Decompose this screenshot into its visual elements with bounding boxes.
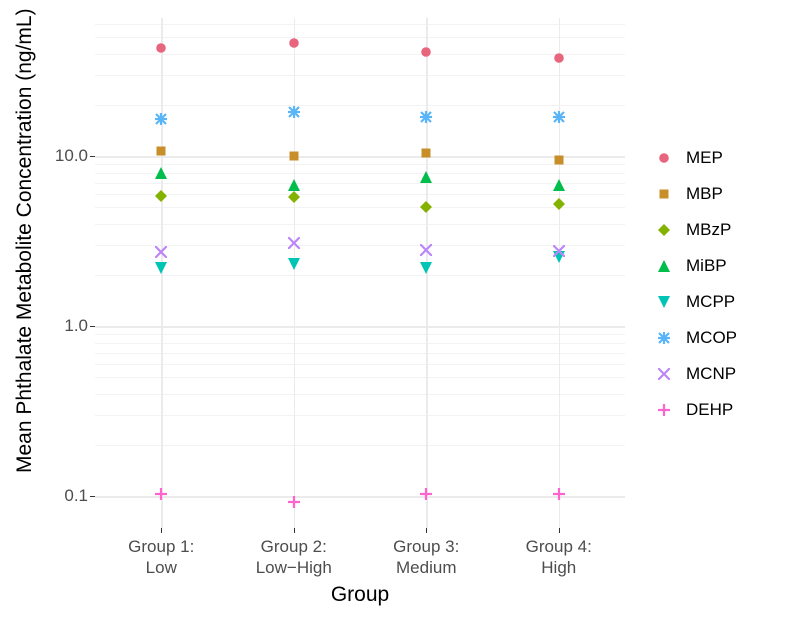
legend-item-mbzp: MBzP <box>650 212 737 248</box>
data-point-mibp <box>553 178 565 196</box>
grid-major-line <box>95 156 625 158</box>
data-point-dehp <box>420 487 432 505</box>
chart-container: Mean Phthalate Metabolite Concentration … <box>0 0 792 634</box>
x-tick-mark <box>294 528 295 533</box>
y-tick-label: 10.0 <box>43 146 88 166</box>
triangle-up-icon <box>650 252 678 280</box>
data-point-mbp <box>288 149 300 167</box>
data-point-mibp <box>155 166 167 184</box>
data-point-mbp <box>553 153 565 171</box>
data-point-mep <box>155 41 167 59</box>
data-point-mbp <box>155 144 167 162</box>
legend-item-mep: MEP <box>650 140 737 176</box>
legend-item-mcpp: MCPP <box>650 284 737 320</box>
data-point-mcnp <box>155 245 167 263</box>
legend-item-mcnp: MCNP <box>650 356 737 392</box>
x-icon <box>650 360 678 388</box>
data-point-mep <box>288 36 300 54</box>
x-tick-mark <box>559 528 560 533</box>
data-point-mbzp <box>155 189 167 207</box>
legend-label: MBP <box>686 184 723 204</box>
triangle-down-icon <box>650 288 678 316</box>
grid-major-line <box>95 496 625 498</box>
data-point-dehp <box>288 495 300 513</box>
legend-item-mibp: MiBP <box>650 248 737 284</box>
legend-label: MCPP <box>686 292 735 312</box>
x-tick-label: Group 4:High <box>494 536 624 579</box>
data-point-mcop <box>288 105 300 123</box>
y-tick-label: 1.0 <box>43 316 88 336</box>
legend-item-dehp: DEHP <box>650 392 737 428</box>
grid-minor-line <box>95 194 625 195</box>
data-point-mcpp <box>288 257 300 275</box>
data-point-mcop <box>553 110 565 128</box>
x-tick-label: Group 3:Medium <box>361 536 491 579</box>
grid-minor-line <box>95 415 625 416</box>
grid-major-line <box>95 326 625 328</box>
plus-icon <box>650 396 678 424</box>
y-tick-mark <box>90 496 95 497</box>
asterisk-icon <box>650 324 678 352</box>
legend-item-mcop: MCOP <box>650 320 737 356</box>
data-point-mep <box>420 45 432 63</box>
grid-minor-line <box>95 245 625 246</box>
y-tick-mark <box>90 326 95 327</box>
grid-minor-line <box>95 183 625 184</box>
grid-minor-line <box>95 334 625 335</box>
x-tick-mark <box>161 528 162 533</box>
grid-minor-line <box>95 364 625 365</box>
y-tick-label: 0.1 <box>43 486 88 506</box>
legend-label: MiBP <box>686 256 727 276</box>
grid-vertical-line <box>559 18 561 528</box>
x-tick-label: Group 1:Low <box>96 536 226 579</box>
data-point-dehp <box>155 487 167 505</box>
legend-label: DEHP <box>686 400 733 420</box>
data-point-mbzp <box>553 197 565 215</box>
grid-minor-line <box>95 54 625 55</box>
diamond-icon <box>650 216 678 244</box>
data-point-mbp <box>420 146 432 164</box>
grid-minor-line <box>95 37 625 38</box>
y-axis-title: Mean Phthalate Metabolite Concentration … <box>13 73 37 473</box>
grid-minor-line <box>95 353 625 354</box>
plot-area <box>95 18 625 528</box>
grid-minor-line <box>95 105 625 106</box>
square-icon <box>650 180 678 208</box>
grid-minor-line <box>95 377 625 378</box>
legend: MEP MBP MBzP MiBP MCPP MCOP MCNP DEHP <box>650 140 737 428</box>
data-point-mcpp <box>155 261 167 279</box>
grid-minor-line <box>95 224 625 225</box>
grid-minor-line <box>95 207 625 208</box>
grid-minor-line <box>95 164 625 165</box>
grid-minor-line <box>95 173 625 174</box>
data-point-mcnp <box>288 236 300 254</box>
data-point-mcnp <box>553 244 565 262</box>
grid-minor-line <box>95 343 625 344</box>
x-axis-title: Group <box>310 583 410 607</box>
grid-minor-line <box>95 394 625 395</box>
circle-icon <box>650 144 678 172</box>
data-point-mibp <box>288 178 300 196</box>
data-point-mcnp <box>420 243 432 261</box>
x-tick-mark <box>426 528 427 533</box>
legend-label: MBzP <box>686 220 731 240</box>
y-tick-mark <box>90 156 95 157</box>
data-point-mbzp <box>420 200 432 218</box>
data-point-dehp <box>553 487 565 505</box>
grid-minor-line <box>95 24 625 25</box>
legend-label: MCNP <box>686 364 736 384</box>
data-point-mcpp <box>420 261 432 279</box>
grid-minor-line <box>95 275 625 276</box>
legend-label: MEP <box>686 148 723 168</box>
grid-minor-line <box>95 75 625 76</box>
data-point-mibp <box>420 170 432 188</box>
data-point-mep <box>553 51 565 69</box>
data-point-mcop <box>155 112 167 130</box>
grid-minor-line <box>95 445 625 446</box>
legend-label: MCOP <box>686 328 737 348</box>
data-point-mcop <box>420 110 432 128</box>
legend-item-mbp: MBP <box>650 176 737 212</box>
x-tick-label: Group 2:Low−High <box>229 536 359 579</box>
